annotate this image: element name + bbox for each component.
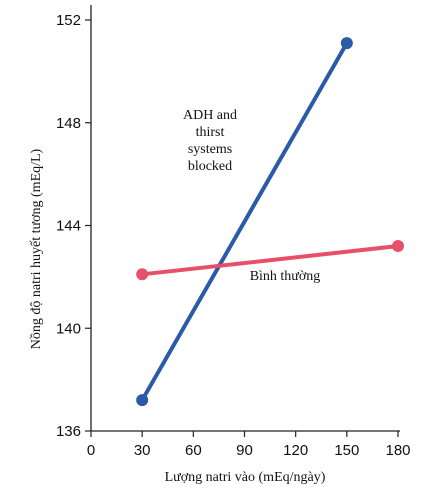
x-tick-label: 90 (236, 442, 253, 459)
series-1-point-0 (136, 268, 149, 281)
annotation-0-line: thirst (196, 125, 225, 140)
annotation-1: Bình thường (250, 269, 321, 284)
x-tick-label: 0 (87, 442, 95, 459)
annotation-0: ADH and thirst systems blocked (183, 108, 237, 174)
y-tick-label: 148 (56, 115, 81, 132)
x-tick-label: 120 (283, 442, 308, 459)
series-0-point-1 (340, 37, 353, 50)
series-line-1 (140, 244, 400, 277)
y-tick-label: 140 (56, 320, 81, 337)
y-tick-label: 136 (56, 423, 81, 440)
annotation-1-line: Bình thường (250, 269, 321, 284)
y-tick-label: 152 (56, 12, 81, 29)
annotation-0-line: systems (188, 142, 232, 157)
x-tick-label: 180 (385, 442, 410, 459)
ticks: 0 30 60 90 120 150 180 136 140 144 148 152 (56, 12, 411, 459)
x-axis-title: Lượng natri vào (mEq/ngày) (165, 470, 326, 485)
series-line-0 (140, 41, 349, 403)
y-axis-title: Nồng độ natri huyết tương (mEq/L) (29, 148, 44, 349)
series-0-point-0 (136, 394, 149, 407)
annotation-0-line: ADH and (183, 108, 237, 123)
y-tick-label: 144 (56, 218, 81, 235)
series-1-point-1 (392, 240, 404, 253)
x-tick-label: 150 (334, 442, 359, 459)
x-tick-label: 60 (185, 442, 202, 459)
series-layer (136, 37, 404, 407)
annotation-0-line: blocked (188, 159, 232, 174)
annotations: ADH and thirst systems blocked Bình thường (183, 108, 320, 284)
x-tick-label: 30 (134, 442, 151, 459)
